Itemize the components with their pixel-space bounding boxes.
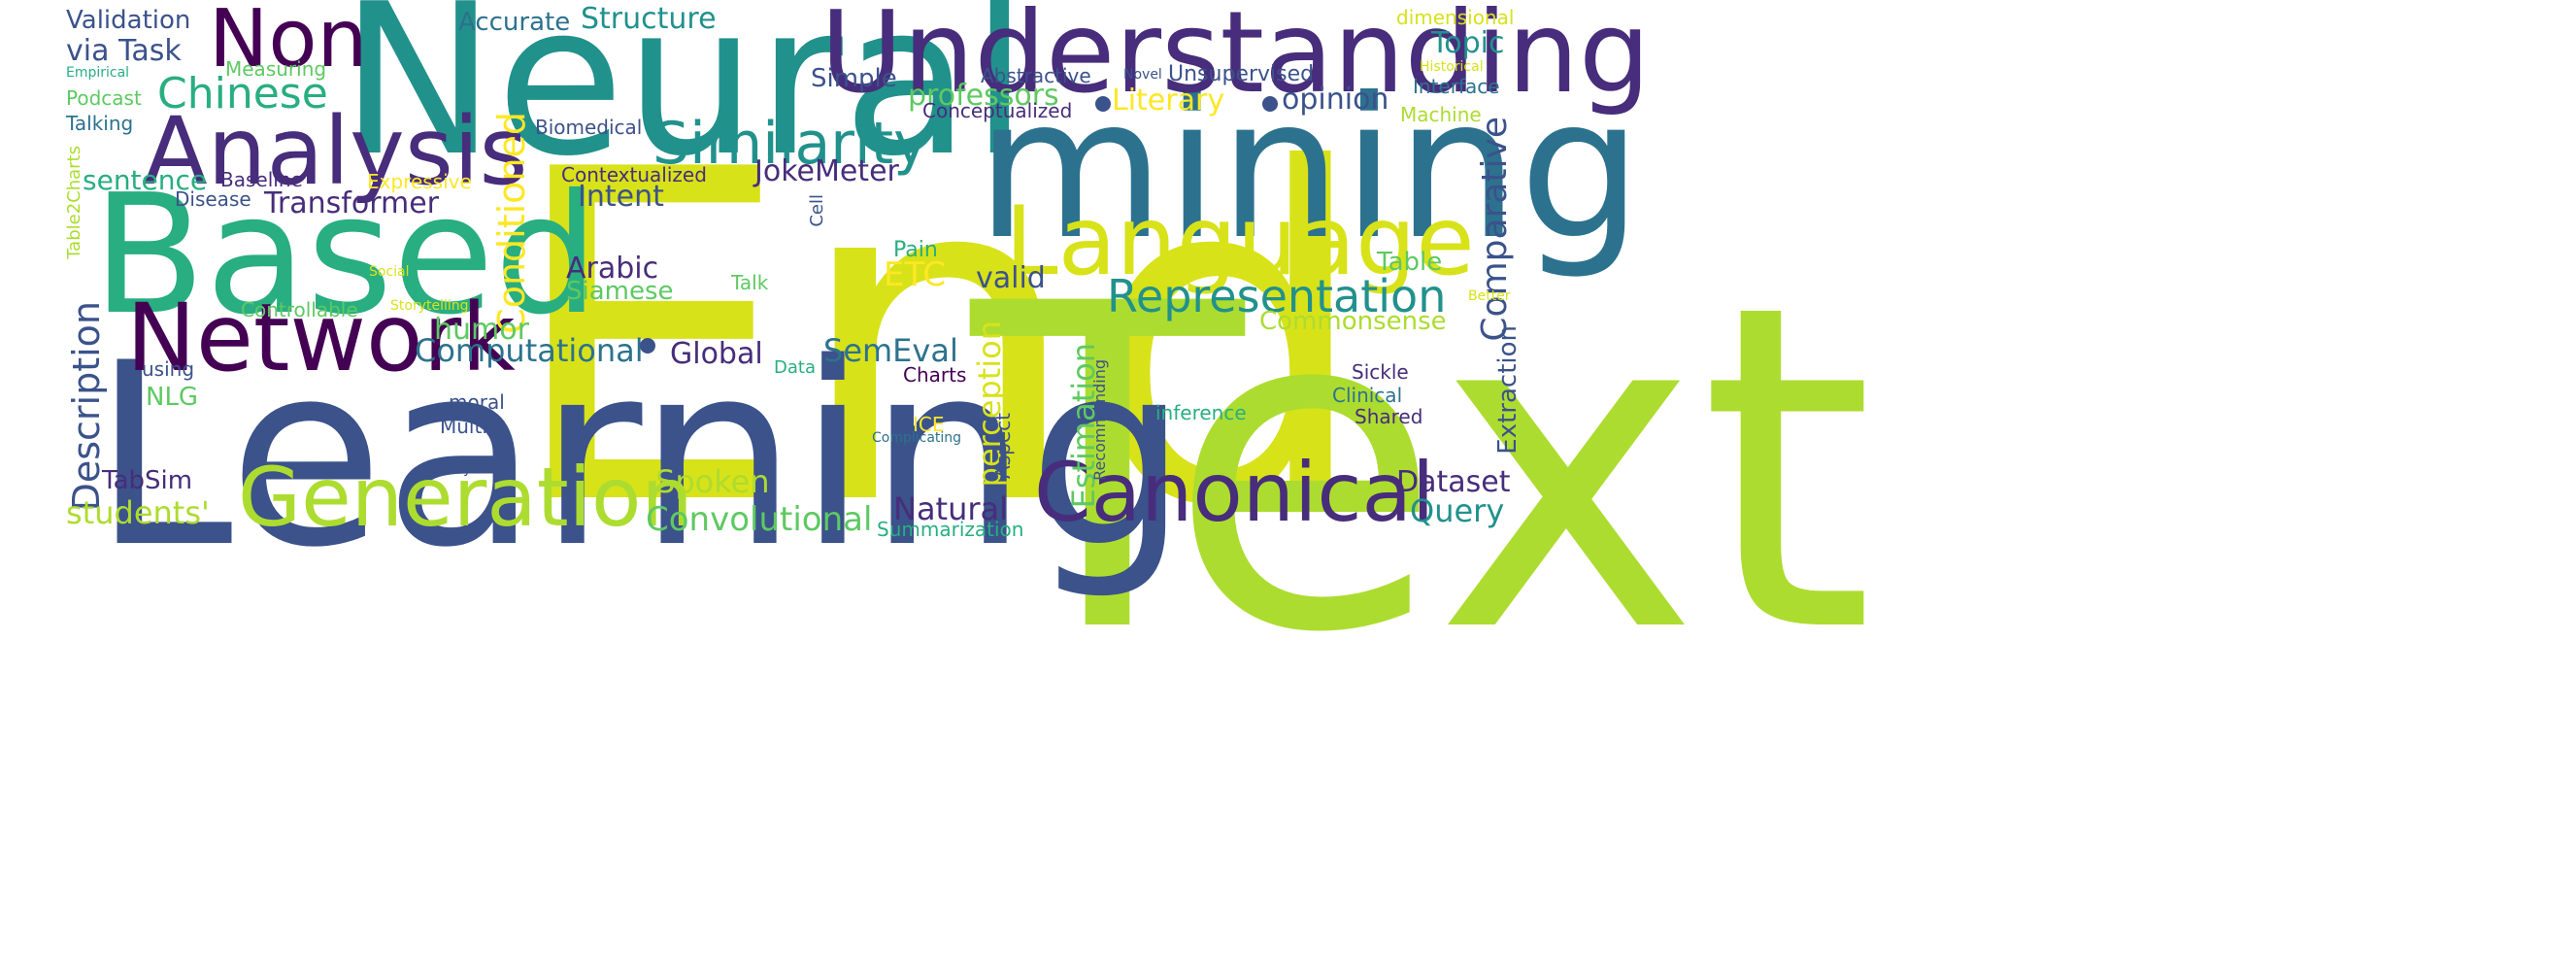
word-using: using <box>142 357 195 381</box>
word-summarization: Summarization <box>877 518 1024 541</box>
word-aspect: Aspect <box>991 413 1015 479</box>
word-structure: Structure <box>581 2 717 36</box>
word-comparative: Comparative <box>1475 117 1515 342</box>
word-dimensional: dimensional <box>1396 6 1515 29</box>
word-social: Social <box>369 264 410 280</box>
word-historical: Historical <box>1420 59 1484 75</box>
word-analysis: Analysis <box>144 97 528 206</box>
word-representation: Representation <box>1107 270 1447 322</box>
word-intent: Intent <box>578 180 664 214</box>
word-pain: Pain <box>893 238 938 262</box>
word-contextualized: Contextualized <box>561 163 707 186</box>
word-computational: Computational <box>415 332 644 369</box>
word-canonical: Canonical <box>1034 445 1435 540</box>
word-language: Language <box>1005 186 1475 297</box>
dot-mark <box>1095 96 1111 112</box>
word-spoken: Spoken <box>655 463 770 500</box>
word-podcast: Podcast <box>66 86 142 110</box>
word-recommending: Recommending <box>1090 359 1109 481</box>
word-opinion: opinion <box>1282 83 1389 117</box>
word-expressive: Expressive <box>367 170 472 193</box>
word-description: Description <box>65 301 108 512</box>
word-ice: ICE <box>913 413 945 436</box>
word-convolutional: Convolutional <box>646 500 873 539</box>
word-biomedical: Biomedical <box>535 116 643 139</box>
word-baseline: Baseline <box>220 168 303 191</box>
word-nlg: NLG <box>146 383 199 412</box>
word-storytelling: Storytelling <box>390 298 469 314</box>
word-sickle: Sickle <box>1352 360 1409 384</box>
word-simple: Simple <box>811 64 897 93</box>
word-interface: Interface <box>1413 75 1500 98</box>
word-empirical: Empirical <box>66 65 130 81</box>
word-measuring: Measuring <box>225 57 327 81</box>
word-novel: Novel <box>1123 67 1162 83</box>
word-query: Query <box>1410 492 1505 529</box>
word-etc: ETC <box>884 255 946 294</box>
word-similarity: Similarity <box>652 110 928 178</box>
word-network: Network <box>126 284 516 392</box>
word-table: Table <box>1377 248 1443 277</box>
word-valid: valid <box>976 261 1046 295</box>
word-chinese: Chinese <box>157 69 328 118</box>
word-conceptualized: Conceptualized <box>922 99 1073 122</box>
dot-mark <box>1262 96 1278 112</box>
word-global: Global <box>670 337 763 371</box>
word-complicating: Complicating <box>872 430 962 446</box>
word-abstractive: Abstractive <box>981 64 1091 87</box>
word-unsupervised: Unsupervised <box>1168 62 1315 86</box>
word-shared: Shared <box>1355 405 1423 428</box>
word-extraction: Extraction <box>1493 325 1522 455</box>
word-moral: moral <box>449 390 505 414</box>
word-study: Study <box>432 461 472 477</box>
word-data: Data <box>774 357 816 378</box>
word-natural: Natural <box>893 490 1009 527</box>
word-transformer: Transformer <box>264 186 440 220</box>
word-multi: Multi <box>440 415 487 438</box>
word-talking: Talking <box>66 112 134 135</box>
word-machine: Machine <box>1400 103 1482 126</box>
word-jokemeter: JokeMeter <box>754 154 899 188</box>
word-non: Non <box>209 0 368 85</box>
word-table2charts: Table2Charts <box>64 146 84 259</box>
word-cell: Cell <box>807 194 827 227</box>
word-charts: Charts <box>903 363 967 387</box>
word-literary: Literary <box>1112 84 1225 118</box>
word-via-task: via Task <box>66 34 182 68</box>
word-conditioned: Conditioned <box>490 112 533 334</box>
word-students: students' <box>66 494 210 531</box>
word-better: Better <box>1468 288 1511 304</box>
word-neural: Neural <box>340 0 1029 202</box>
word-mining: mining <box>976 56 1643 283</box>
word-sentence: sentence <box>83 164 208 196</box>
word-topic: Topic <box>1431 26 1505 60</box>
word-tabsim: TabSim <box>102 466 193 495</box>
word-professors: professors <box>908 79 1059 113</box>
dot-mark <box>640 338 655 354</box>
word-learning: Learning <box>92 310 1188 603</box>
word-text: Text <box>971 211 1875 730</box>
word-validation: Validation <box>66 6 191 35</box>
word-siamese: Siamese <box>566 277 674 306</box>
word-semeval: SemEval <box>823 332 958 369</box>
word-based: Based <box>92 159 599 352</box>
word-controllable: Controllable <box>241 298 358 321</box>
word-disease: Disease <box>175 187 251 211</box>
word-generation: Generation <box>238 450 693 545</box>
word-talk: Talk <box>731 271 769 294</box>
word-dataset: Dataset <box>1396 465 1511 499</box>
word-commonsense: Commonsense <box>1259 307 1447 336</box>
word-inference: inference <box>1155 401 1247 424</box>
word-arabic: Arabic <box>566 252 659 286</box>
word-accurate: Accurate <box>458 8 571 37</box>
word-clinical: Clinical <box>1332 384 1403 407</box>
word-understanding: Understanding <box>820 0 1651 118</box>
word-humor: humor <box>434 313 529 347</box>
